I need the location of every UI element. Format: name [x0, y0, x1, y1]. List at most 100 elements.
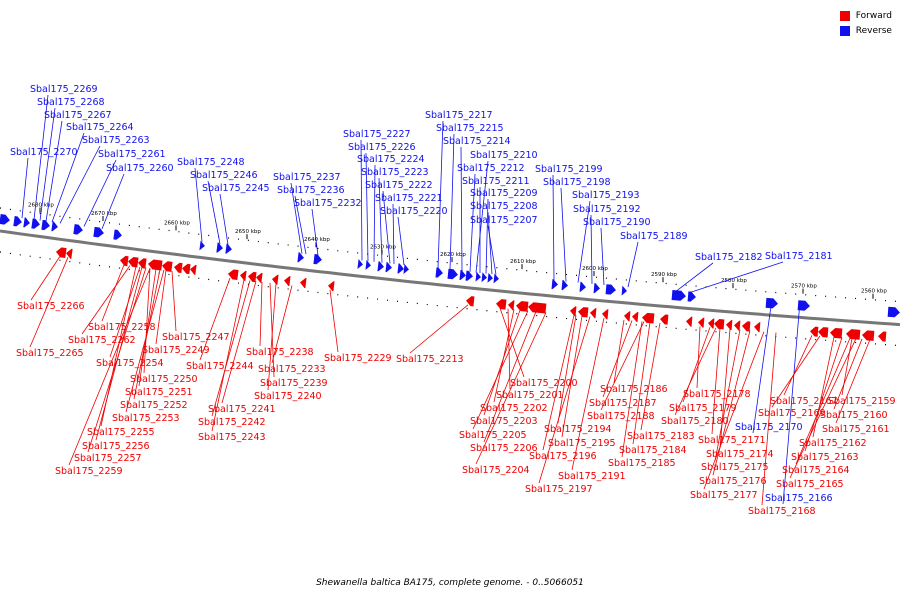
forward-gene-arrow-shape	[742, 321, 751, 332]
reverse-gene-leader	[577, 200, 591, 283]
reverse-gene-arrow	[579, 281, 586, 292]
forward-gene-leader	[87, 267, 147, 453]
reverse-gene-arrow-shape	[797, 300, 810, 311]
forward-gene-label: Sbal175_2185	[608, 458, 676, 469]
forward-gene-leader	[211, 280, 251, 417]
forward-gene-leader	[602, 320, 633, 398]
forward-gene-arrow-shape	[284, 276, 291, 287]
reverse-gene-arrow-shape	[51, 221, 58, 232]
reverse-gene-arrow-shape	[23, 217, 30, 228]
forward-gene-arrow	[726, 320, 733, 331]
forward-gene-label: Sbal175_2160	[820, 410, 888, 421]
reverse-gene-leader	[469, 173, 476, 272]
reverse-gene-leader	[194, 167, 203, 242]
reverse-gene-arrow	[0, 214, 10, 225]
reverse-gene-arrow-shape	[403, 264, 409, 274]
forward-gene-leader	[125, 269, 165, 413]
reverse-gene-leader	[360, 139, 363, 261]
reverse-gene-leader	[33, 94, 49, 220]
forward-gene-label: Sbal175_2201	[496, 390, 564, 401]
forward-gene-leader	[711, 328, 721, 435]
reverse-gene-arrow-shape	[465, 270, 473, 281]
reverse-gene-arrow	[481, 272, 487, 283]
reverse-gene-arrow	[493, 273, 499, 284]
reverse-gene-arrow-shape	[225, 243, 232, 254]
reverse-gene-label: Sbal175_2222	[365, 180, 433, 191]
forward-gene-arrow	[128, 256, 139, 268]
forward-gene-arrow-shape	[248, 271, 257, 283]
forward-gene-arrow-shape	[516, 301, 529, 312]
forward-gene-arrow	[248, 271, 257, 283]
reverse-gene-leader	[487, 225, 497, 275]
forward-gene-arrow	[878, 331, 887, 342]
forward-gene-arrow-shape	[162, 261, 173, 272]
forward-gene-arrow	[602, 309, 609, 320]
reverse-gene-label: Sbal175_2212	[457, 163, 525, 174]
reverse-gene-arrow	[365, 259, 371, 270]
forward-gene-leader	[211, 279, 245, 432]
reverse-gene-label: Sbal175_2193	[572, 190, 640, 201]
scale-tick-label: 2630 kbp	[370, 245, 396, 251]
reverse-gene-arrow	[671, 290, 686, 301]
forward-gene-label: Sbal175_2238	[246, 347, 314, 358]
reverse-gene-label: Sbal175_2209	[470, 188, 538, 199]
forward-gene-label: Sbal175_2191	[558, 471, 626, 482]
forward-gene-arrow	[642, 312, 655, 324]
reverse-gene-arrow	[459, 269, 466, 280]
forward-gene-label: Sbal175_2229	[324, 353, 392, 364]
forward-gene-label: Sbal175_2251	[125, 387, 193, 398]
reverse-gene-label: Sbal175_2190	[583, 217, 651, 228]
forward-gene-label: Sbal175_2179	[669, 403, 737, 414]
forward-gene-leader	[600, 321, 645, 411]
forward-gene-label: Sbal175_2200	[510, 378, 578, 389]
reverse-gene-arrow	[435, 267, 443, 278]
forward-gene-label: Sbal175_2252	[120, 400, 188, 411]
forward-gene-leader	[409, 304, 469, 354]
reverse-gene-label: Sbal175_2237	[273, 172, 341, 183]
reverse-gene-leader	[752, 299, 773, 434]
scale-tick-label: 2560 kbp	[861, 289, 887, 295]
forward-gene-arrow-shape	[496, 299, 507, 310]
reverse-gene-arrow	[73, 224, 83, 235]
forward-gene-leader	[696, 326, 701, 389]
reverse-gene-label: Sbal175_2270	[10, 147, 78, 158]
forward-gene-arrow	[624, 311, 631, 322]
forward-gene-arrow	[708, 318, 715, 329]
forward-gene-arrow	[508, 300, 515, 311]
reverse-gene-arrow-shape	[377, 261, 384, 272]
reverse-gene-leader	[475, 160, 489, 273]
reverse-gene-label: Sbal175_2189	[620, 231, 688, 242]
forward-gene-leader	[712, 330, 751, 476]
forward-gene-arrow-shape	[660, 314, 669, 325]
reverse-gene-arrow-shape	[365, 259, 371, 270]
reverse-gene-label: Sbal175_2224	[357, 154, 425, 165]
forward-gene-arrow	[754, 322, 761, 333]
forward-gene-label: Sbal175_2202	[480, 403, 548, 414]
forward-gene-arrow-shape	[578, 307, 589, 318]
reverse-gene-label: Sbal175_2220	[380, 206, 448, 217]
forward-gene-leader	[483, 311, 537, 443]
forward-gene-arrow-shape	[726, 320, 733, 331]
reverse-gene-label: Sbal175_2263	[82, 135, 150, 146]
forward-gene-arrow	[632, 311, 639, 323]
forward-gene-arrow	[284, 276, 291, 287]
reverse-gene-label: Sbal175_2215	[436, 123, 504, 134]
reverse-gene-label: Sbal175_2214	[443, 136, 511, 147]
scale-tick-label: 2680 kbp	[28, 203, 54, 209]
reverse-gene-arrow	[397, 263, 404, 274]
scale-tick-label: 2660 kbp	[164, 220, 190, 226]
reverse-gene-arrow-shape	[671, 290, 686, 301]
reverse-gene-arrow-shape	[113, 229, 122, 240]
reverse-gene-arrow	[225, 243, 232, 254]
reverse-gene-label: Sbal175_2264	[66, 122, 134, 133]
reverse-gene-label: Sbal175_2248	[177, 157, 245, 168]
forward-gene-leader	[835, 339, 871, 424]
forward-gene-label: Sbal175_2162	[799, 438, 867, 449]
reverse-gene-arrow-shape	[493, 273, 499, 284]
forward-gene-label: Sbal175_2176	[699, 476, 767, 487]
reverse-gene-arrow	[357, 259, 363, 269]
forward-gene-arrow-shape	[830, 327, 843, 339]
forward-gene-arrow-shape	[642, 312, 655, 324]
forward-gene-label: Sbal175_2242	[198, 417, 266, 428]
